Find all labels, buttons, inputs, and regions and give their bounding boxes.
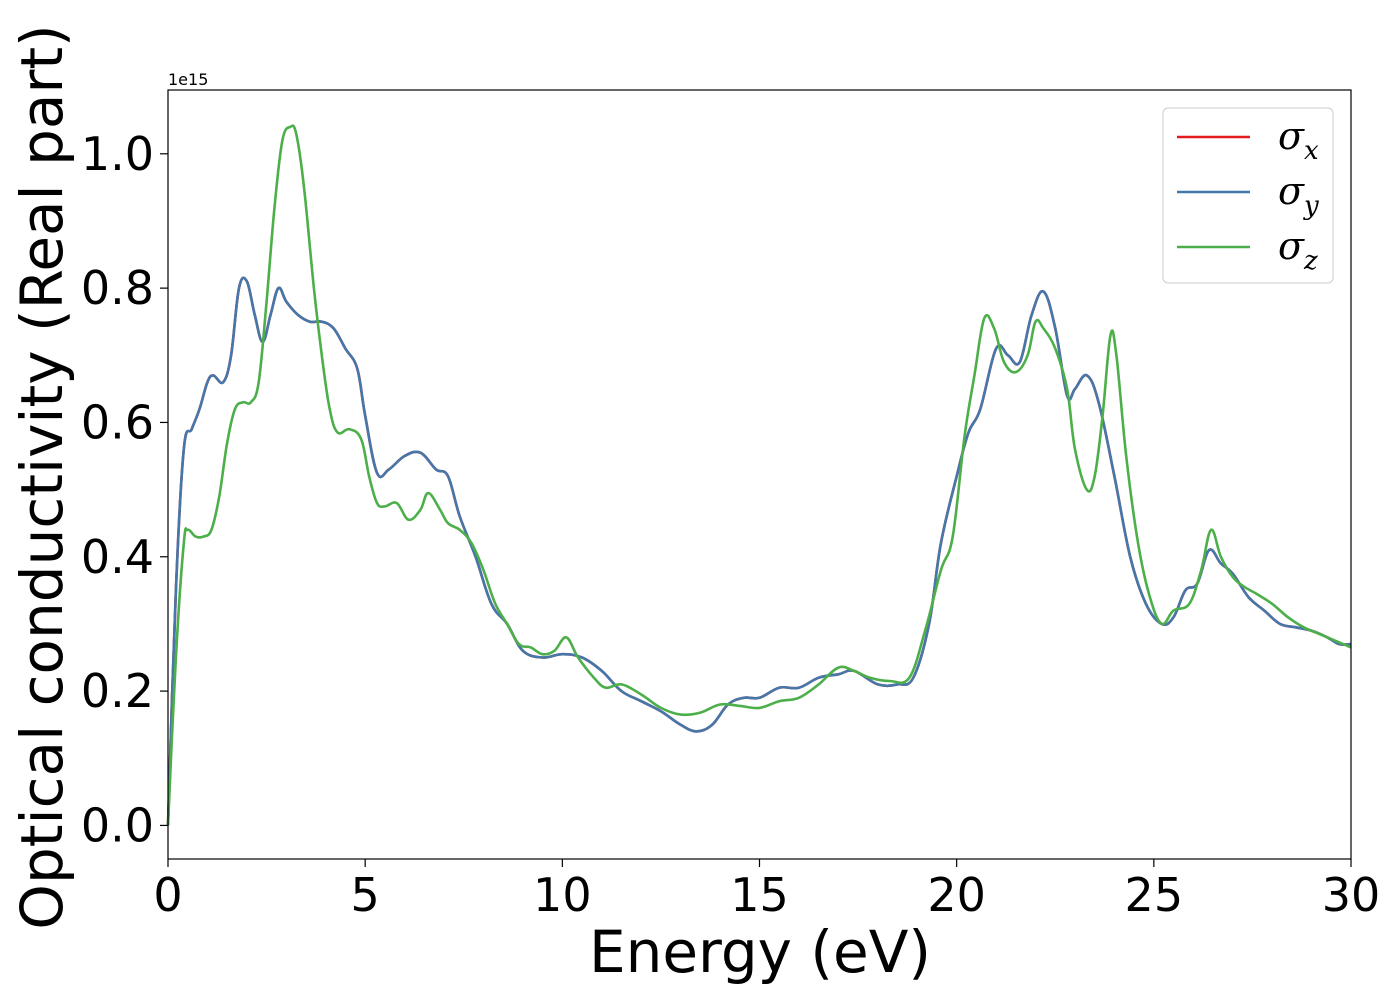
y-tick-label: 0.2 — [81, 664, 154, 718]
legend-label-y: σy — [1278, 169, 1319, 221]
x-tick-label: 15 — [730, 868, 789, 922]
x-tick-label: 20 — [927, 868, 986, 922]
y-tick-label: 0.6 — [81, 395, 154, 449]
x-tick-label: 10 — [533, 868, 592, 922]
series-line-y — [166, 276, 1352, 826]
series-layer — [166, 124, 1352, 826]
y-axis-title: Optical conductivity (Real part) — [8, 24, 76, 929]
legend-label-x: σx — [1278, 114, 1319, 166]
y-tick-label: 0.8 — [81, 261, 154, 315]
y-offset-label: 1e15 — [168, 70, 208, 89]
legend-label-z: σz — [1278, 224, 1318, 276]
y-axis: 0.0 0.2 0.4 0.6 0.8 1.0 — [81, 127, 168, 852]
series-line-z — [166, 124, 1352, 826]
plot-background — [168, 90, 1351, 859]
y-tick-label: 0.0 — [81, 798, 154, 852]
x-axis-title: Energy (eV) — [589, 918, 931, 986]
x-tick-label: 25 — [1125, 868, 1184, 922]
y-tick-label: 1.0 — [81, 127, 154, 181]
x-tick-label: 30 — [1322, 868, 1381, 922]
y-tick-label: 0.4 — [81, 530, 154, 584]
x-tick-label: 0 — [153, 868, 182, 922]
legend-box — [1162, 107, 1334, 284]
x-tick-label: 5 — [351, 868, 380, 922]
x-axis: 0 5 10 15 20 25 30 — [153, 859, 1380, 922]
